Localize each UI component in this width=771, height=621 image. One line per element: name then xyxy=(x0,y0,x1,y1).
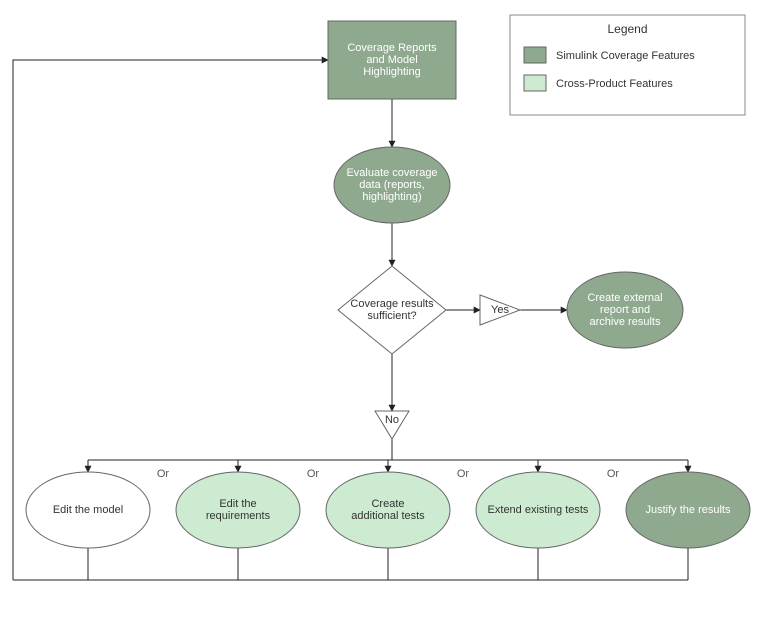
node-opt2-line-0: Edit the xyxy=(219,498,256,510)
node-opt5: Justify the results xyxy=(626,472,750,548)
node-opt3-line-1: additional tests xyxy=(351,510,425,522)
legend-swatch-0 xyxy=(524,47,546,63)
node-external: Create externalreport andarchive results xyxy=(567,272,683,348)
or-label-1: Or xyxy=(307,468,320,480)
node-opt1-line-0: Edit the model xyxy=(53,504,123,516)
legend-label-1: Cross-Product Features xyxy=(556,78,673,90)
node-opt4: Extend existing tests xyxy=(476,472,600,548)
node-opt4-line-0: Extend existing tests xyxy=(488,504,589,516)
node-external-line-0: Create external xyxy=(587,292,662,304)
node-opt3: Createadditional tests xyxy=(326,472,450,548)
legend-title: Legend xyxy=(607,22,647,36)
node-decision-line-0: Coverage results xyxy=(350,298,434,310)
node-reports-line-2: Highlighting xyxy=(363,66,420,78)
node-external-line-1: report and xyxy=(600,304,650,316)
node-external-line-2: archive results xyxy=(590,316,661,328)
node-evaluate-line-0: Evaluate coverage xyxy=(346,167,437,179)
node-opt3-line-0: Create xyxy=(371,498,404,510)
legend-swatch-1 xyxy=(524,75,546,91)
node-evaluate: Evaluate coveragedata (reports,highlight… xyxy=(334,147,450,223)
legend-label-0: Simulink Coverage Features xyxy=(556,50,695,62)
node-reports-line-1: and Model xyxy=(366,54,417,66)
node-evaluate-line-2: highlighting) xyxy=(362,191,421,203)
node-opt2-line-1: requirements xyxy=(206,510,271,522)
node-decision: Coverage resultssufficient? xyxy=(338,266,446,354)
or-label-0: Or xyxy=(157,468,170,480)
node-decision-line-1: sufficient? xyxy=(367,310,416,322)
node-reports-line-0: Coverage Reports xyxy=(347,42,437,54)
or-label-2: Or xyxy=(457,468,470,480)
node-yes_tri-line-0: Yes xyxy=(491,304,509,316)
legend: Legend Simulink Coverage Features Cross-Pr… xyxy=(510,15,745,115)
node-yes_tri: Yes xyxy=(480,295,520,325)
node-reports: Coverage Reportsand ModelHighlighting xyxy=(328,21,456,99)
or-label-3: Or xyxy=(607,468,620,480)
node-opt2: Edit therequirements xyxy=(176,472,300,548)
node-opt5-line-0: Justify the results xyxy=(646,504,731,516)
flowchart-canvas: Coverage Reportsand ModelHighlighting Eva… xyxy=(0,0,771,621)
node-no_tri: No xyxy=(375,411,409,439)
node-evaluate-line-1: data (reports, xyxy=(359,179,424,191)
node-no_tri-line-0: No xyxy=(385,414,399,426)
node-opt1: Edit the model xyxy=(26,472,150,548)
